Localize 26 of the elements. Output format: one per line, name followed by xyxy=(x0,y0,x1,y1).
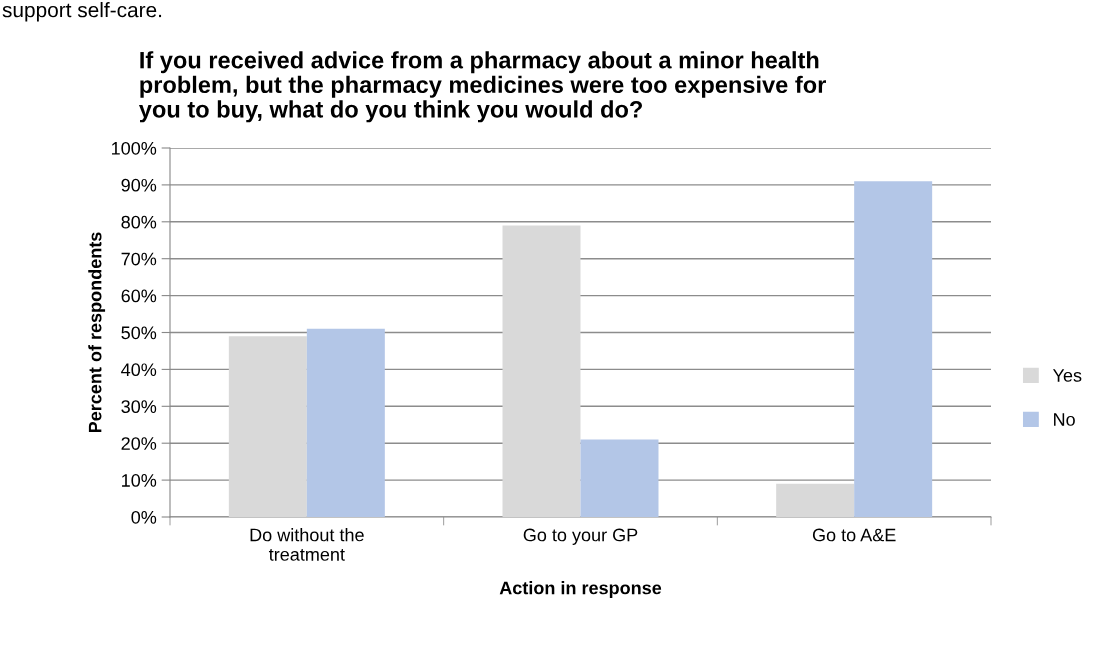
x-tick-label: Go to A&E xyxy=(812,528,896,542)
y-tick-label: 30% xyxy=(121,400,157,414)
y-tick-label: 50% xyxy=(121,326,157,340)
chart-title: If you received advice from a pharmacy about a minor health problem, but the pharmacy medicines were too expensive for you to buy, what do you think you would do? xyxy=(138,51,826,123)
legend-label: Yes xyxy=(1052,369,1082,382)
text: support self-care. xyxy=(2,2,162,22)
y-axis-title: Percent of respondents xyxy=(88,232,106,433)
bar xyxy=(228,336,307,517)
y-tick-label: 90% xyxy=(121,178,157,192)
y-tick-label: 100% xyxy=(112,141,157,155)
y-tick-label: 60% xyxy=(121,289,157,303)
y-tick-label: 40% xyxy=(121,363,157,377)
y-tick-label: 80% xyxy=(121,215,157,229)
x-tick-label: Go to your GP xyxy=(523,528,638,545)
legend-label: No xyxy=(1054,413,1075,426)
y-tick-label: 70% xyxy=(121,252,157,266)
bar xyxy=(776,483,855,517)
bar xyxy=(502,225,581,517)
x-tick-label: Do without the treatment xyxy=(250,528,364,561)
bar xyxy=(580,439,659,517)
y-tick-label: 10% xyxy=(122,474,157,487)
x-axis-title: Action in response xyxy=(499,581,662,598)
bar xyxy=(306,328,385,517)
bar xyxy=(854,181,933,517)
y-tick-label: 20% xyxy=(121,437,157,450)
y-tick-label: 0% xyxy=(131,510,157,524)
